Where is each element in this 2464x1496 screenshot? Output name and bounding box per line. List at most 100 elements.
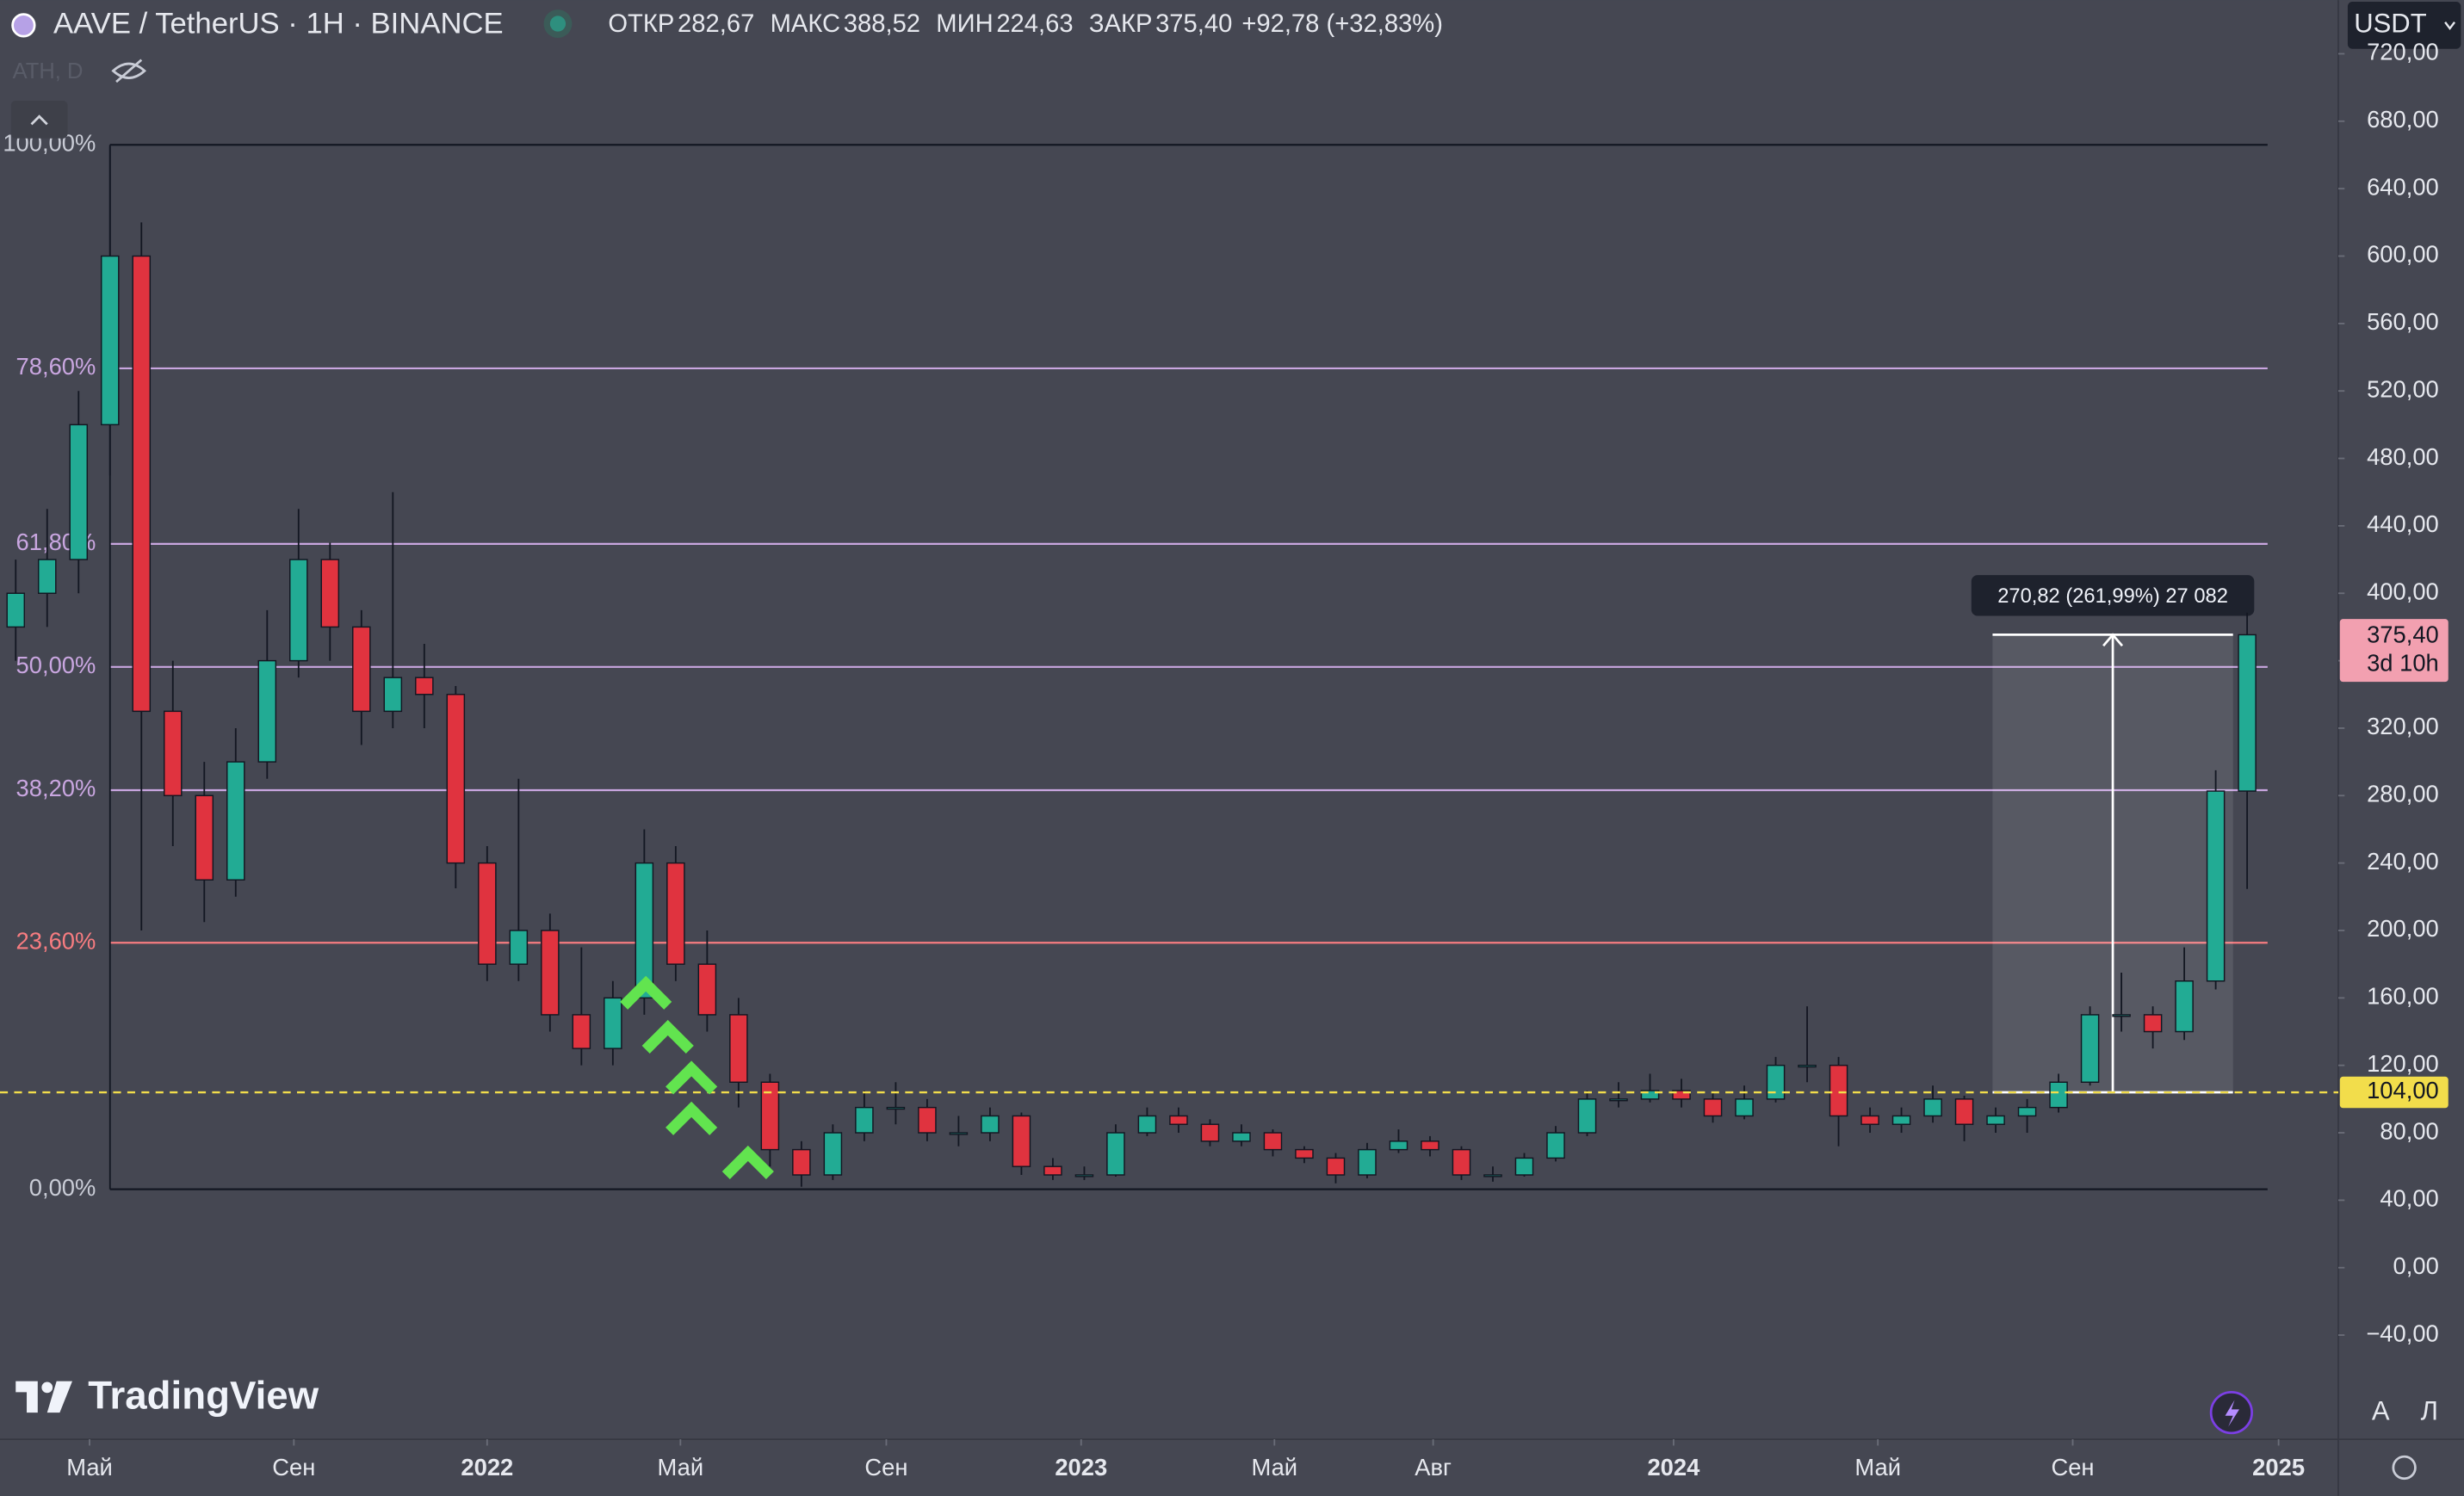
change: +92,78 (+32,83%): [1241, 10, 1443, 38]
x-tick-label: 2024: [1647, 1454, 1700, 1481]
x-tick-label: Май: [658, 1454, 704, 1481]
candle-body: [1452, 1148, 1471, 1176]
candle-body: [446, 694, 466, 864]
ohlc-value: 282,67: [678, 10, 754, 38]
candle-body: [1766, 1064, 1786, 1100]
x-tick-label: Май: [1854, 1454, 1901, 1481]
candle-body: [1389, 1141, 1408, 1151]
candle-body: [1295, 1148, 1314, 1159]
candle-body: [1169, 1115, 1188, 1125]
level-label: 104,00: [2367, 1077, 2439, 1103]
candle-body: [1703, 1098, 1723, 1117]
candle-body: [823, 1132, 843, 1176]
candle-body: [1012, 1115, 1031, 1167]
log-scale-button[interactable]: Л: [2421, 1395, 2438, 1425]
chart-title: AAVE / TetherUS · 1H · BINANCE: [53, 8, 504, 40]
candle-body: [100, 255, 120, 426]
candle-body: [792, 1148, 811, 1176]
candle-body: [1986, 1115, 2005, 1125]
candle-body: [2206, 790, 2226, 982]
candle-body: [1074, 1174, 1094, 1178]
last-price-bg: [2339, 619, 2449, 683]
last-price-label: 375,40: [2367, 621, 2439, 647]
ohlc-label: МАКС: [771, 10, 841, 38]
ohlc-value: 388,52: [844, 10, 920, 38]
fib-label: 50,00%: [16, 652, 96, 678]
candle-body: [1232, 1132, 1251, 1142]
candle-body: [1106, 1132, 1125, 1176]
y-tick-label: 600,00: [2367, 241, 2439, 268]
candle-body: [949, 1132, 969, 1135]
chevron-drawing: [620, 975, 774, 1179]
candle-body: [69, 423, 89, 560]
candle-body: [2143, 1014, 2163, 1033]
ohlc-label: МИН: [936, 10, 993, 38]
y-tick-label: 400,00: [2367, 578, 2439, 604]
y-tick-label: −40,00: [2366, 1320, 2438, 1346]
measure-label-bg: [1971, 575, 2255, 616]
candle-body: [257, 659, 277, 763]
ohlc-value: 375,40: [1155, 10, 1232, 38]
candle-body: [918, 1106, 937, 1134]
x-tick-label: Май: [1251, 1454, 1297, 1481]
y-tick-label: 200,00: [2367, 915, 2439, 942]
countdown: 3d 10h: [2367, 649, 2439, 676]
currency-button[interactable]: [2347, 2, 2461, 49]
y-tick-label: 280,00: [2367, 781, 2439, 807]
candle-body: [415, 677, 434, 695]
measure-label: 270,82 (261,99%) 27 082: [1997, 585, 2228, 608]
y-tick-label: 720,00: [2367, 39, 2439, 65]
candle-body: [478, 862, 497, 965]
candle-body: [1923, 1098, 1942, 1117]
ohlc-value: 224,63: [996, 10, 1073, 38]
candle-body: [226, 761, 245, 881]
measure-arrowhead: [2102, 633, 2124, 647]
candle-body: [164, 710, 183, 797]
candle-body: [760, 1081, 780, 1151]
x-tick-label: Сен: [272, 1454, 315, 1481]
candle-body: [1860, 1115, 1879, 1125]
candle-body: [1891, 1115, 1911, 1125]
x-tick-label: Авг: [1415, 1454, 1452, 1481]
candle-body: [666, 862, 685, 965]
x-tick-label: Сен: [2051, 1454, 2094, 1481]
collapse-icon: [30, 114, 48, 126]
currency-caret: [2444, 22, 2455, 31]
ohlc-label: ЗАКР: [1089, 10, 1153, 38]
candle-body: [541, 930, 560, 1016]
indicator-label: ATH, D: [13, 59, 84, 83]
candle-body: [1798, 1064, 1817, 1068]
y-tick-label: 40,00: [2380, 1185, 2438, 1212]
candle-body: [509, 930, 529, 965]
candle-body: [383, 677, 403, 713]
candle-body: [289, 559, 308, 662]
fib-label: 78,60%: [16, 353, 96, 380]
candle-body: [2175, 980, 2194, 1033]
ohlc-legend: ОТКР 282,67 МАКС 388,52 МИН 224,63 ЗАКР 375,40 +…: [608, 10, 1443, 38]
fib-label: 38,20%: [16, 775, 96, 801]
auto-scale-button[interactable]: А: [2372, 1395, 2390, 1425]
plot-area: 0,00%23,60%38,20%50,00%61,80%78,60%100,0…: [0, 129, 2338, 1201]
candle-body: [37, 559, 57, 594]
candle-body: [697, 963, 717, 1016]
candle-body: [1043, 1165, 1062, 1176]
x-tick-label: Май: [66, 1454, 113, 1481]
candle-body: [195, 794, 214, 881]
candle-body: [2080, 1014, 2100, 1083]
brand: TradingView: [88, 1374, 319, 1418]
symbol-icon: [11, 13, 36, 38]
y-tick-label: 560,00: [2367, 308, 2439, 335]
candle-body: [1358, 1148, 1377, 1176]
hide-icon[interactable]: [111, 59, 146, 83]
candle-body: [6, 592, 26, 628]
y-tick-label: 160,00: [2367, 983, 2439, 1010]
collapse-button[interactable]: [10, 100, 68, 139]
fib-label: 23,60%: [16, 928, 96, 955]
y-tick-label: 440,00: [2367, 510, 2439, 537]
candle-body: [1421, 1141, 1439, 1151]
ohlc-label: ОТКР: [608, 10, 674, 38]
level-label-bg: [2339, 1076, 2449, 1109]
candle-body: [132, 255, 152, 713]
settings-button[interactable]: [2392, 1455, 2417, 1481]
